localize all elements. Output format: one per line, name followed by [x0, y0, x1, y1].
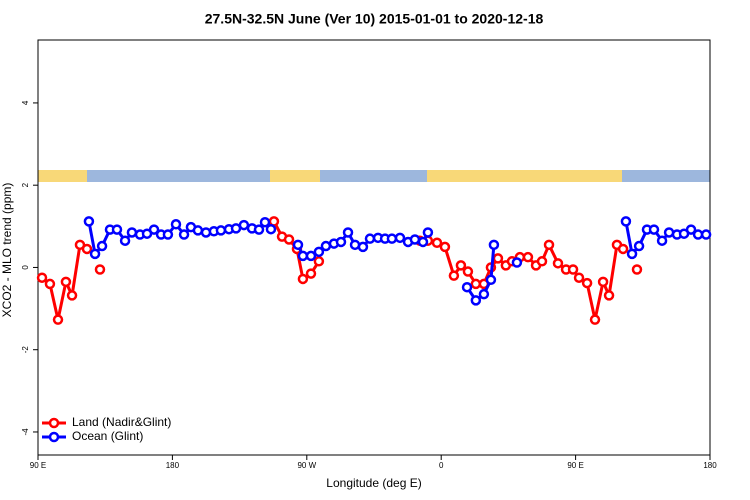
- data-point: [536, 256, 548, 267]
- plot-frame: [37, 39, 711, 456]
- data-point: [357, 241, 369, 253]
- data-point: [478, 288, 490, 300]
- data-point: [617, 243, 629, 255]
- data-point: [488, 239, 500, 251]
- data-point: [81, 243, 93, 255]
- data-point: [283, 234, 295, 245]
- data-point: [511, 257, 523, 268]
- data-point: [305, 268, 317, 279]
- data-point: [692, 229, 704, 240]
- data-point: [485, 274, 497, 286]
- data-point: [439, 241, 451, 253]
- data-point: [126, 227, 138, 238]
- data-point: [162, 229, 174, 240]
- chart-title: 27.5N-32.5N June (Ver 10) 2015-01-01 to …: [205, 11, 544, 27]
- data-point: [522, 251, 534, 263]
- data-point: [89, 248, 101, 260]
- data-point: [394, 232, 406, 244]
- x-tick-label: 90 W: [297, 461, 316, 470]
- data-point: [597, 276, 609, 288]
- data-point: [567, 264, 579, 275]
- data-point: [422, 227, 434, 238]
- data-point: [448, 270, 460, 281]
- data-point: [656, 235, 668, 246]
- data-point: [364, 233, 376, 244]
- x-tick-label: 90 E: [567, 461, 583, 470]
- data-point: [36, 272, 48, 283]
- data-point: [200, 227, 212, 238]
- data-point: [552, 258, 564, 269]
- data-point: [620, 216, 632, 227]
- data-point: [603, 290, 615, 301]
- data-point: [470, 278, 482, 290]
- y-tick-label: 4: [21, 100, 30, 105]
- data-point: [648, 224, 660, 235]
- data-point: [111, 224, 123, 235]
- data-point: [492, 253, 504, 264]
- data-point: [631, 264, 643, 275]
- data-point: [573, 272, 585, 283]
- y-tick-label: 0: [21, 265, 30, 270]
- data-point: [543, 239, 555, 251]
- data-point: [66, 290, 78, 301]
- legend-marker: [48, 431, 60, 443]
- data-point: [44, 278, 56, 290]
- y-tick-label: -2: [21, 346, 30, 354]
- data-point: [60, 276, 72, 288]
- data-point: [253, 224, 265, 235]
- data-point: [215, 225, 227, 236]
- data-point: [259, 216, 271, 228]
- data-point: [305, 250, 317, 262]
- data-point: [342, 227, 354, 238]
- data-point: [192, 225, 204, 236]
- data-point: [94, 264, 106, 275]
- y-axis-label: XCO2 - MLO trend (ppm): [0, 183, 14, 318]
- data-point: [83, 216, 95, 227]
- data-point: [417, 236, 429, 248]
- data-point: [462, 266, 474, 277]
- x-axis-label: Longitude (deg E): [326, 476, 421, 490]
- data-point: [455, 260, 467, 271]
- data-point: [96, 240, 108, 252]
- data-point: [313, 246, 325, 258]
- data-point: [626, 248, 638, 260]
- data-point: [119, 235, 131, 246]
- data-point: [148, 224, 160, 235]
- data-point: [633, 240, 645, 252]
- data-point: [292, 239, 304, 251]
- data-point: [170, 219, 182, 230]
- data-point: [461, 281, 473, 293]
- y-tick-label: -4: [21, 428, 30, 436]
- data-point: [178, 229, 190, 240]
- data-point: [52, 314, 64, 325]
- x-tick-label: 180: [703, 461, 717, 470]
- y-tick-label: 2: [21, 182, 30, 187]
- data-point: [685, 224, 697, 235]
- data-point: [386, 233, 398, 244]
- data-point: [297, 273, 309, 285]
- data-point: [431, 237, 443, 249]
- data-point: [238, 219, 250, 231]
- data-point: [320, 240, 332, 252]
- legend-marker: [48, 417, 60, 429]
- x-tick-label: 90 E: [30, 461, 46, 470]
- data-point: [297, 250, 309, 262]
- data-point: [335, 236, 347, 248]
- x-tick-label: 0: [439, 461, 444, 470]
- legend-label: Land (Nadir&Glint): [72, 415, 171, 429]
- x-tick-label: 180: [166, 461, 180, 470]
- surface-strip: [38, 170, 710, 182]
- data-point: [313, 256, 325, 267]
- data-point: [409, 234, 421, 245]
- data-point: [470, 295, 482, 306]
- data-point: [265, 223, 277, 235]
- data-point: [589, 314, 601, 325]
- legend-label: Ocean (Glint): [72, 429, 143, 443]
- data-point: [700, 229, 712, 240]
- data-point: [581, 277, 593, 289]
